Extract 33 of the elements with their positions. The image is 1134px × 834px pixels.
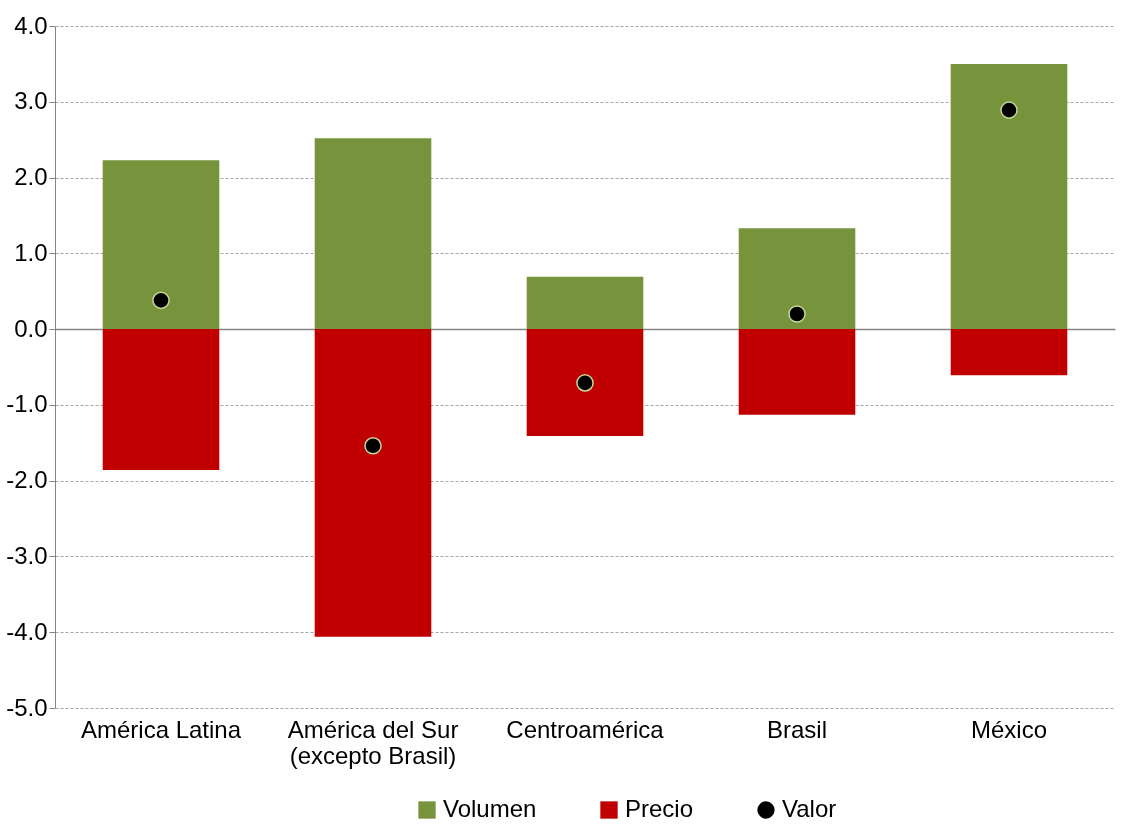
bar [738,228,856,330]
x-tick-label: México [970,715,1048,743]
bar [738,329,856,415]
x-tick-label: América Latina [80,715,242,743]
point [152,291,170,310]
bar [950,63,1068,330]
y-tick-label: 0.0 [14,314,48,342]
point [576,374,594,392]
y-tick-label: -4.0 [6,617,48,645]
y-tick-label: 4.0 [14,11,48,39]
bar [102,160,220,330]
point [1000,101,1018,119]
bar [950,329,1068,376]
y-tick-label: -3.0 [6,541,48,569]
point [788,305,806,323]
legend-label: Volumen [443,795,537,822]
y-tick-label: 1.0 [14,238,48,266]
point [364,437,382,455]
bar [314,138,432,330]
y-tick-label: 2.0 [14,163,48,191]
legend-label: Valor [782,795,837,822]
x-tick-label: Centroamérica [506,715,665,743]
legend-label: Precio [625,795,694,822]
y-tick-label: 3.0 [14,87,48,115]
y-tick-label: -2.0 [6,466,48,494]
bar [526,276,644,330]
bar [526,329,644,436]
bar [102,329,220,471]
x-tick-label: Brasil [766,715,828,743]
y-tick-label: -1.0 [6,390,48,418]
x-tick-label: América del Sur (excepto Brasil) [287,715,459,769]
y-tick-label: -5.0 [6,693,48,721]
bar [314,329,432,637]
